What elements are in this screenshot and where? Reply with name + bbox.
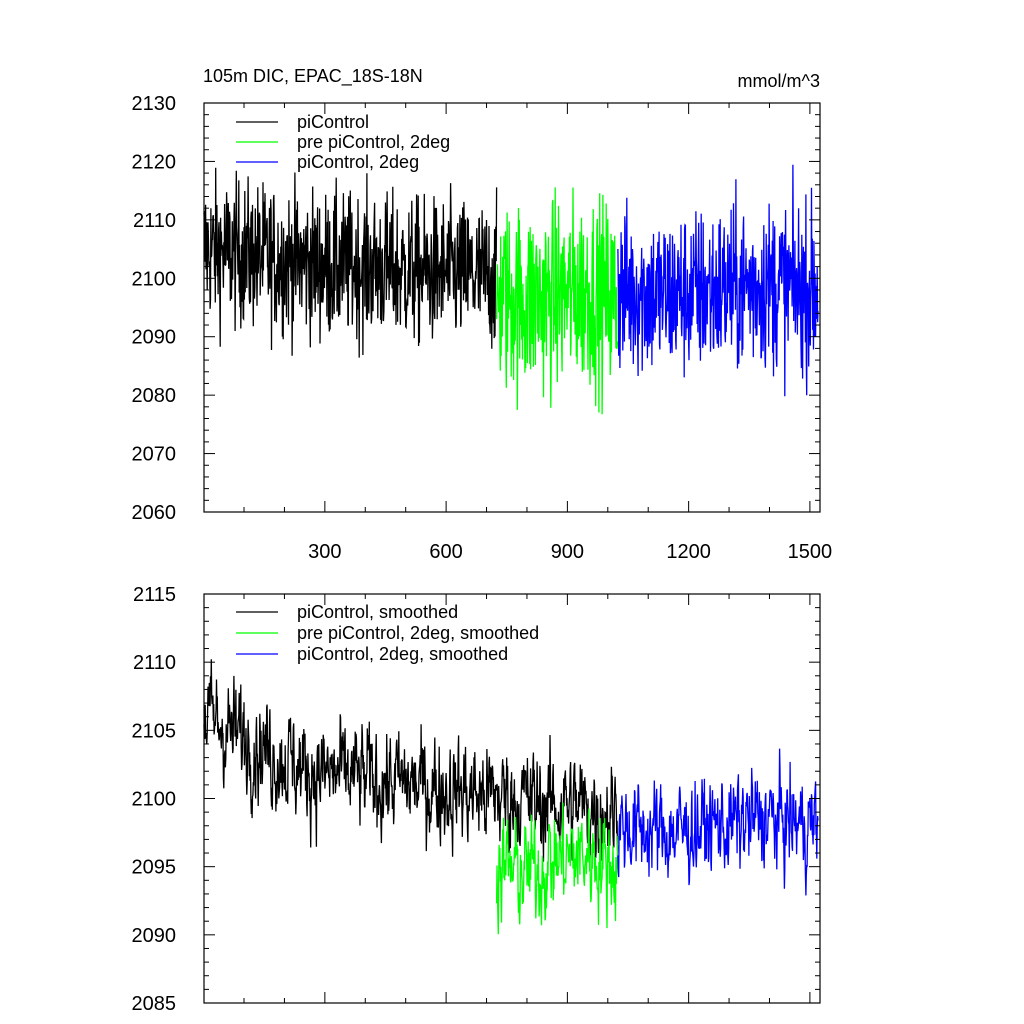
x-tick-label: 300 xyxy=(308,541,341,563)
legend-label: piControl xyxy=(297,112,369,132)
legend-label: pre piControl, 2deg xyxy=(297,132,450,152)
top-plot-lines xyxy=(203,164,819,415)
top-chart-title: 105m DIC, EPAC_18S-18N xyxy=(203,66,423,87)
top-ticks xyxy=(204,102,820,513)
legend-label: pre piControl, 2deg, smoothed xyxy=(297,623,539,643)
y-tick-label: 2085 xyxy=(132,993,177,1015)
y-tick-label: 2110 xyxy=(133,652,176,674)
top-panel: 105m DIC, EPAC_18S-18N mmol/m^3 2060 2070… xyxy=(132,66,833,563)
y-tick-label: 2130 xyxy=(132,93,177,115)
legend-label: piControl, smoothed xyxy=(297,602,458,622)
y-tick-label: 2090 xyxy=(132,925,177,947)
x-tick-label: 1200 xyxy=(666,541,711,563)
y-tick-label: 2090 xyxy=(132,327,177,349)
series-line-0 xyxy=(203,167,498,358)
top-x-tick-labels: 300 600 900 1200 1500 xyxy=(308,541,832,563)
series-line-1 xyxy=(495,187,619,415)
y-tick-label: 2100 xyxy=(132,268,177,290)
top-chart-units: mmol/m^3 xyxy=(738,71,820,91)
series-line-1 xyxy=(495,802,619,935)
bottom-panel: 2085 2090 2095 2100 2105 2110 2115 piControl, … xyxy=(132,584,821,1015)
bottom-y-tick-labels: 2085 2090 2095 2100 2105 2110 2115 xyxy=(132,584,177,1015)
series-line-2 xyxy=(617,164,819,397)
y-tick-label: 2105 xyxy=(132,720,177,742)
legend-label: piControl, 2deg, smoothed xyxy=(297,644,508,664)
series-line-0 xyxy=(203,659,619,862)
y-tick-label: 2080 xyxy=(132,385,177,407)
y-tick-label: 2115 xyxy=(133,584,176,606)
y-tick-label: 2070 xyxy=(132,444,177,466)
y-tick-label: 2110 xyxy=(133,210,176,232)
bottom-ticks xyxy=(204,593,820,1004)
top-y-tick-labels: 2060 2070 2080 2090 2100 2110 2120 2130 xyxy=(132,93,177,524)
y-tick-label: 2060 xyxy=(132,502,177,524)
bottom-plot-lines xyxy=(203,659,819,935)
top-plot-frame xyxy=(203,102,821,513)
y-tick-label: 2100 xyxy=(132,789,177,811)
bottom-plot-frame xyxy=(203,593,821,1004)
legend-label: piControl, 2deg xyxy=(297,152,419,172)
x-tick-label: 900 xyxy=(551,541,584,563)
y-tick-label: 2120 xyxy=(132,151,177,173)
x-tick-label: 600 xyxy=(429,541,462,563)
y-tick-label: 2095 xyxy=(132,857,177,879)
series-line-2 xyxy=(617,748,819,896)
x-tick-label: 1500 xyxy=(788,541,833,563)
